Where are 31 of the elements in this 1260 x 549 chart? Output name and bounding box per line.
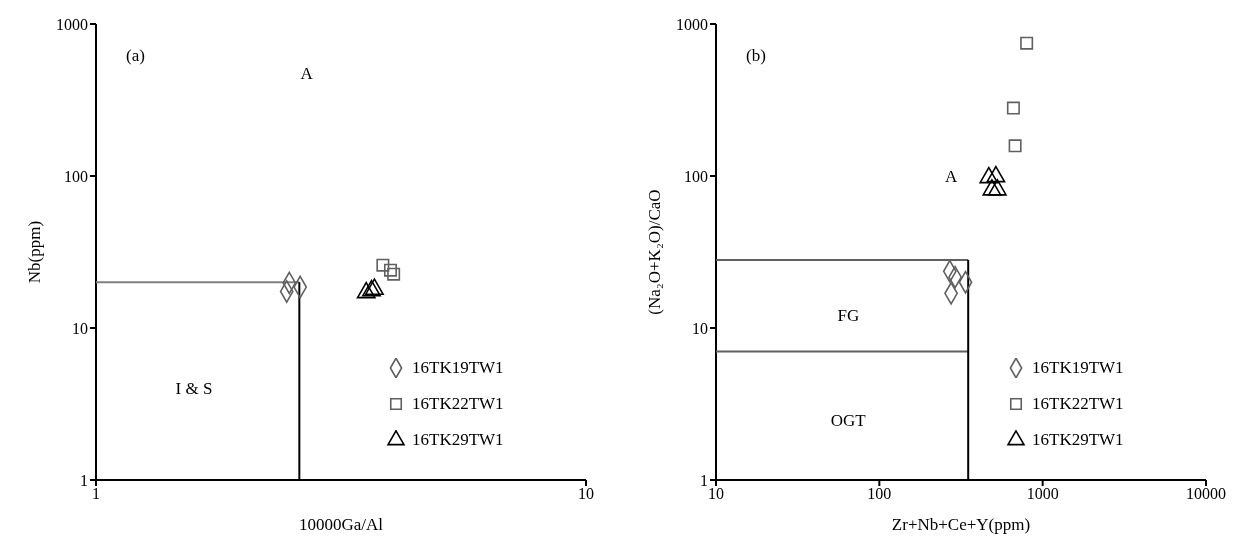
x-tick-label: 1000 bbox=[1026, 485, 1059, 503]
x-tick-label: 10 bbox=[578, 485, 594, 503]
legend-label: 16TK29TW1 bbox=[1032, 430, 1124, 450]
y-tick-label: 100 bbox=[64, 167, 88, 185]
annotation: FG bbox=[837, 305, 860, 326]
legend-label: 16TK22TW1 bbox=[412, 394, 504, 414]
legend-label: 16TK19TW1 bbox=[412, 358, 504, 378]
y-tick-label: 1000 bbox=[676, 15, 708, 33]
x-tick-label: 10 bbox=[708, 485, 724, 503]
text: (b) bbox=[746, 46, 766, 66]
y-tick-label: 10 bbox=[692, 319, 708, 337]
annotation: OGT bbox=[830, 410, 866, 431]
annotation: A bbox=[300, 64, 313, 85]
y-axis-title: Nb(ppm) bbox=[25, 220, 45, 284]
annotation: I & S bbox=[175, 378, 213, 399]
text: (a) bbox=[126, 46, 145, 66]
x-tick-label: 1 bbox=[92, 485, 100, 503]
legend-label: 16TK29TW1 bbox=[412, 430, 504, 450]
y-axis-title: (Na₂O+K₂O)/CaO bbox=[645, 189, 665, 315]
y-tick-label: 1 bbox=[700, 471, 708, 489]
y-tick-label: 1000 bbox=[56, 15, 88, 33]
y-tick-label: 1 bbox=[80, 471, 88, 489]
x-axis-title: Zr+Nb+Ce+Y(ppm) bbox=[891, 515, 1031, 534]
legend-label: 16TK22TW1 bbox=[1032, 394, 1124, 414]
x-axis-title: 10000Ga/Al bbox=[298, 515, 384, 534]
annotation: A bbox=[945, 166, 958, 187]
y-tick-label: 100 bbox=[684, 167, 708, 185]
legend-label: 16TK19TW1 bbox=[1032, 358, 1124, 378]
x-tick-label: 100 bbox=[867, 485, 892, 503]
y-tick-label: 10 bbox=[72, 319, 88, 337]
x-tick-label: 10000 bbox=[1186, 485, 1226, 503]
